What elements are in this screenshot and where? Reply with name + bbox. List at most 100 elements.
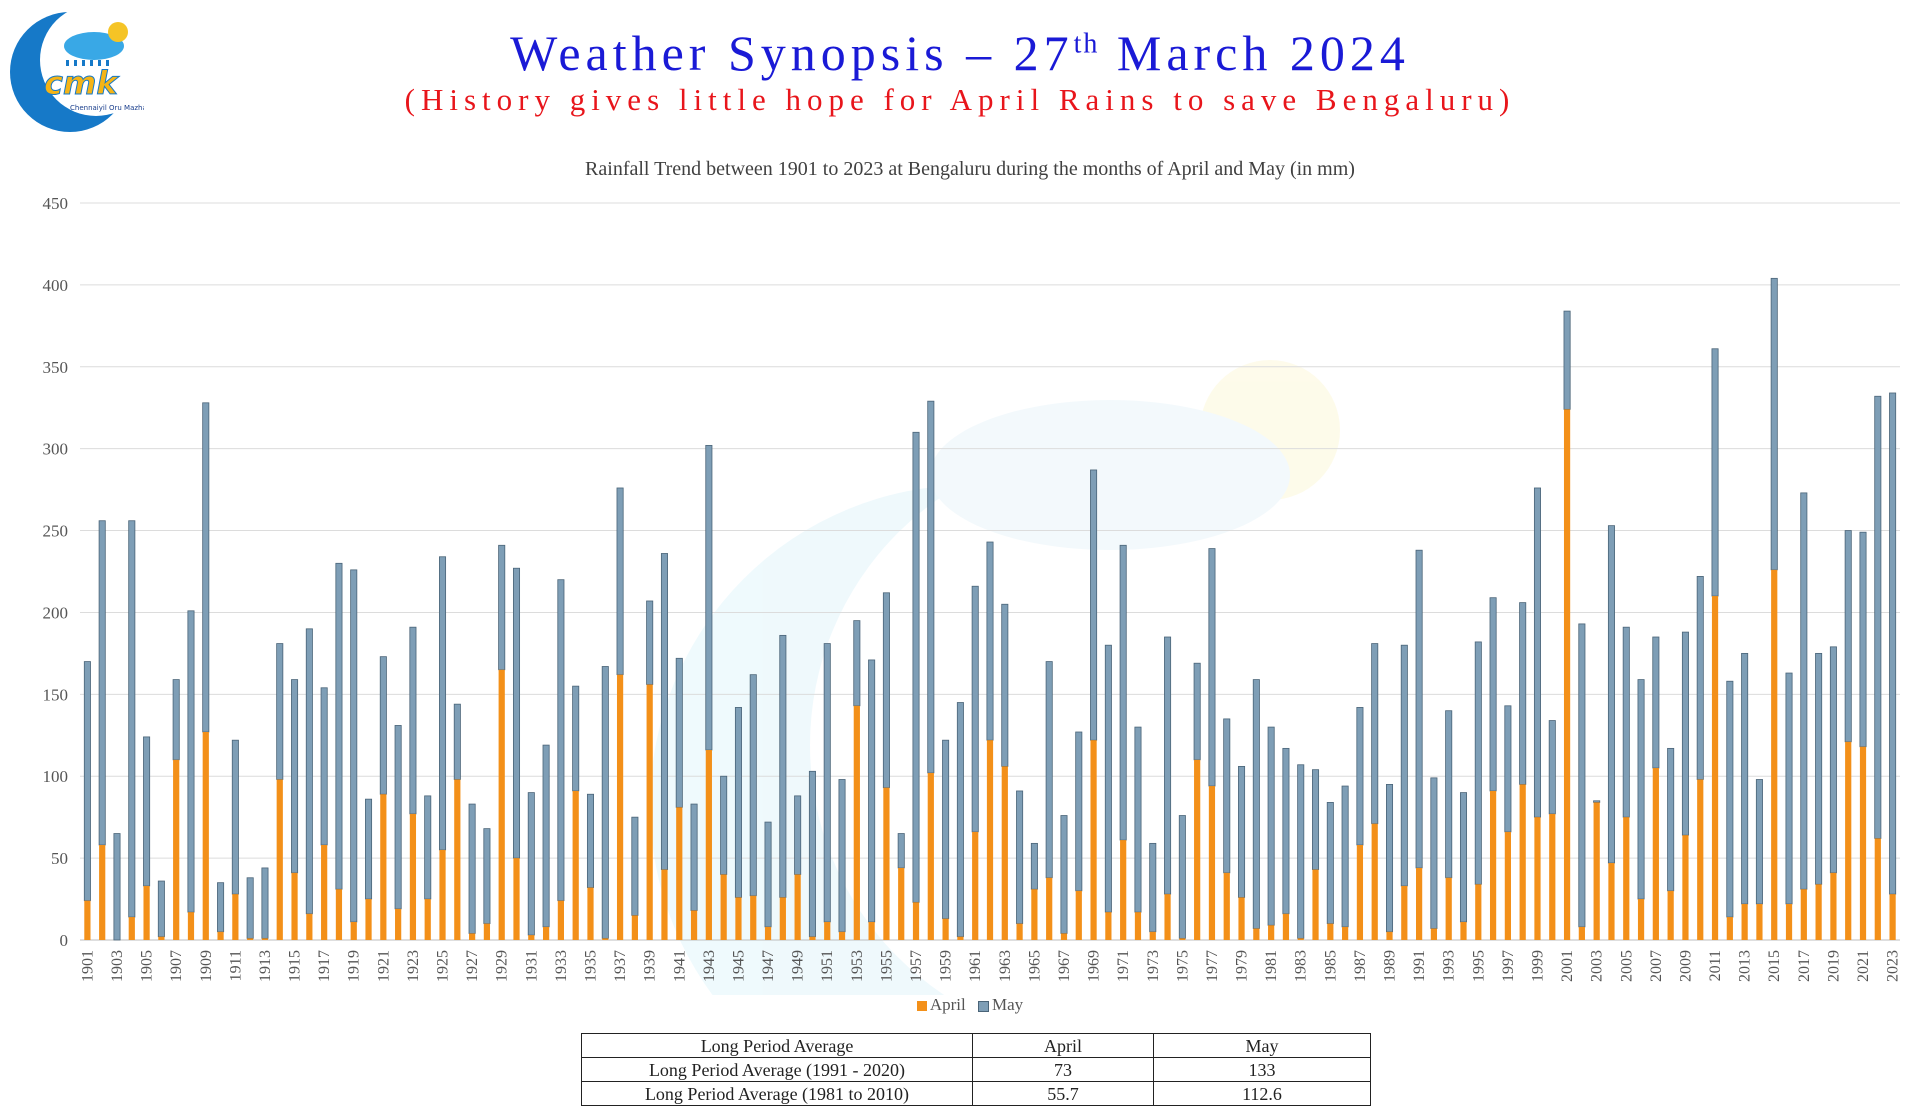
bar-april-2012 (1726, 917, 1733, 940)
x-tick-label: 2001 (1559, 950, 1576, 982)
bar-april-1942 (690, 910, 698, 940)
bar-may-2007 (1652, 636, 1660, 769)
bar-may-1973 (1149, 842, 1157, 933)
bar-may-1980 (1252, 679, 1260, 929)
bar-may-2013 (1741, 652, 1749, 905)
bar-april-1999 (1534, 817, 1541, 940)
bar-april-1949 (794, 874, 801, 940)
chart-title: Rainfall Trend between 1901 to 2023 at B… (585, 158, 1355, 180)
bar-may-1927 (468, 803, 476, 934)
bar-april-2002 (1578, 926, 1585, 940)
bar-may-1985 (1326, 802, 1334, 925)
bar-april-1979 (1238, 897, 1245, 940)
bar-may-1986 (1341, 785, 1349, 928)
bar-may-1919 (350, 569, 358, 923)
bar-april-1915 (291, 872, 298, 940)
bar-may-2012 (1726, 680, 1734, 918)
y-tick-label: 200 (43, 603, 69, 622)
bar-may-1941 (675, 657, 683, 808)
bar-april-1930 (513, 858, 520, 940)
bar-may-1965 (1030, 842, 1038, 890)
bar-may-2009 (1681, 631, 1689, 836)
bar-may-1934 (572, 685, 580, 792)
bar-april-1977 (1208, 786, 1216, 940)
bar-may-1951 (823, 643, 831, 923)
x-tick-label: 1961 (967, 950, 984, 982)
bar-may-1955 (882, 592, 890, 789)
table-header-cell: May (1153, 1033, 1371, 1058)
bar-april-1962 (986, 740, 994, 940)
x-tick-label: 1983 (1293, 950, 1310, 982)
bar-may-1907 (172, 679, 180, 761)
bar-april-1959 (942, 918, 949, 940)
bar-april-1996 (1489, 790, 1497, 940)
bar-april-1963 (1001, 766, 1008, 940)
x-tick-label: 2013 (1737, 950, 1754, 982)
x-tick-label: 2019 (1825, 950, 1842, 982)
bar-april-2021 (1859, 746, 1867, 940)
bar-april-1965 (1031, 889, 1038, 940)
bar-may-2010 (1696, 576, 1704, 780)
bar-april-1984 (1312, 869, 1319, 940)
bar-april-1929 (498, 669, 505, 940)
bar-april-1960 (957, 936, 964, 940)
bar-may-1928 (483, 828, 491, 925)
bar-april-1934 (572, 790, 579, 940)
bar-may-1976 (1193, 662, 1201, 761)
bar-may-1946 (749, 674, 757, 897)
bar-may-1909 (202, 402, 210, 733)
bar-may-1912 (246, 877, 254, 939)
bar-april-2001 (1563, 409, 1571, 940)
bar-may-1936 (601, 666, 609, 939)
bar-april-1933 (557, 900, 565, 940)
bar-may-1964 (1016, 790, 1024, 925)
bar-may-1903 (113, 833, 121, 941)
bar-april-1944 (720, 874, 727, 940)
bar-april-1969 (1090, 740, 1097, 940)
bar-may-1970 (1104, 644, 1112, 913)
bar-may-1953 (853, 620, 861, 707)
bar-may-1929 (498, 544, 506, 671)
bar-may-2000 (1548, 720, 1556, 815)
x-tick-label: 1959 (938, 950, 955, 982)
legend-swatch-april (916, 1001, 927, 1012)
x-tick-label: 1967 (1056, 950, 1073, 982)
bar-april-1992 (1430, 928, 1438, 940)
bar-may-1989 (1386, 784, 1394, 933)
bar-may-1945 (734, 707, 742, 898)
bar-may-1974 (1164, 636, 1172, 895)
x-tick-label: 1901 (79, 950, 96, 982)
bar-may-1911 (231, 739, 239, 895)
y-tick-label: 300 (43, 440, 69, 459)
bar-april-1987 (1356, 845, 1364, 940)
bar-april-1920 (365, 899, 372, 940)
bar-april-1939 (646, 684, 653, 940)
table-row: Long Period Average (1991 - 2020) 73 133 (581, 1057, 1371, 1082)
bar-may-1920 (365, 798, 373, 900)
bar-april-1950 (809, 936, 816, 940)
bar-may-2022 (1874, 395, 1882, 839)
bar-april-1967 (1060, 933, 1068, 940)
bar-april-1926 (454, 779, 461, 940)
bar-may-2017 (1800, 492, 1808, 890)
bar-may-1957 (912, 431, 920, 903)
page-subtitle: (History gives little hope for April Rai… (404, 82, 1516, 117)
bar-april-1975 (1179, 938, 1186, 940)
x-tick-label: 1977 (1204, 950, 1221, 982)
table-header-cell: Long Period Average (581, 1033, 973, 1058)
bar-april-1978 (1223, 872, 1230, 940)
x-tick-label: 1949 (790, 950, 807, 982)
bar-may-2001 (1563, 310, 1571, 410)
bar-may-1954 (868, 659, 876, 923)
bar-may-1901 (83, 661, 91, 902)
x-tick-label: 2017 (1796, 950, 1813, 982)
bar-may-1966 (1045, 661, 1053, 879)
bar-april-1921 (380, 794, 387, 940)
bar-april-1911 (232, 894, 239, 940)
table-header-row: Long Period Average April May (581, 1033, 1371, 1058)
bar-april-1946 (750, 895, 757, 940)
bar-april-2006 (1637, 899, 1645, 940)
bar-april-1985 (1327, 923, 1334, 940)
bar-april-2018 (1815, 884, 1822, 940)
bar-may-1933 (557, 579, 565, 902)
